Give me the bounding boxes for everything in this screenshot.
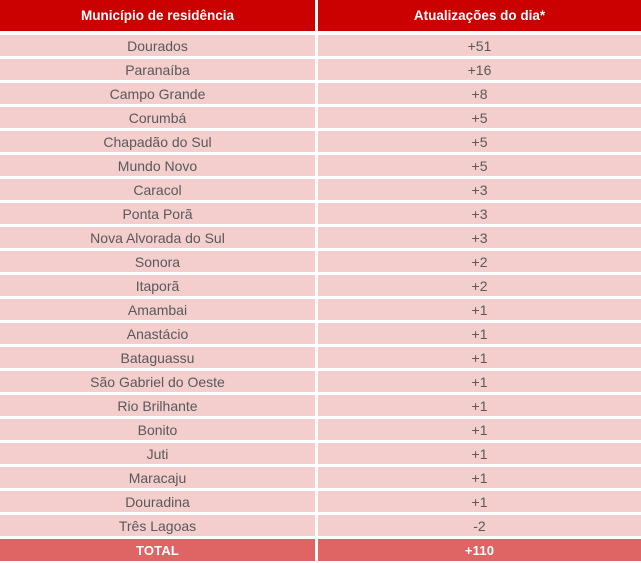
updates-cell: +1	[318, 371, 641, 392]
municipality-cell: Ponta Porã	[0, 203, 315, 224]
table-row: Corumbá +5	[0, 107, 641, 128]
table-row: Bonito +1	[0, 419, 641, 440]
column-header-atualizacoes: Atualizações do dia*	[318, 0, 641, 31]
table-row: Três Lagoas -2	[0, 515, 641, 536]
municipality-cell: Campo Grande	[0, 83, 315, 104]
updates-cell: +1	[318, 323, 641, 344]
updates-cell: +1	[318, 491, 641, 512]
municipality-cell: Chapadão do Sul	[0, 131, 315, 152]
updates-cell: +3	[318, 227, 641, 248]
municipality-cell: Bataguassu	[0, 347, 315, 368]
municipality-cell: Caracol	[0, 179, 315, 200]
updates-cell: +2	[318, 275, 641, 296]
table-total-row: TOTAL +110	[0, 539, 641, 561]
municipality-cell: Nova Alvorada do Sul	[0, 227, 315, 248]
table-row: Campo Grande +8	[0, 83, 641, 104]
municipality-cell: Sonora	[0, 251, 315, 272]
table-row: Dourados +51	[0, 35, 641, 56]
table-row: Juti +1	[0, 443, 641, 464]
updates-cell: -2	[318, 515, 641, 536]
municipality-cell: Corumbá	[0, 107, 315, 128]
table-row: Paranaíba +16	[0, 59, 641, 80]
municipality-cell: Amambai	[0, 299, 315, 320]
table-row: São Gabriel do Oeste +1	[0, 371, 641, 392]
updates-cell: +1	[318, 347, 641, 368]
table-header-row: Município de residência Atualizações do …	[0, 0, 641, 31]
table-row: Bataguassu +1	[0, 347, 641, 368]
municipality-cell: Mundo Novo	[0, 155, 315, 176]
municipality-cell: Anastácio	[0, 323, 315, 344]
table-row: Anastácio +1	[0, 323, 641, 344]
updates-cell: +1	[318, 419, 641, 440]
table-row: Amambai +1	[0, 299, 641, 320]
column-header-municipio: Município de residência	[0, 0, 315, 31]
table-row: Chapadão do Sul +5	[0, 131, 641, 152]
municipality-cell: Juti	[0, 443, 315, 464]
table-row: Sonora +2	[0, 251, 641, 272]
updates-cell: +5	[318, 155, 641, 176]
municipality-cell: Maracaju	[0, 467, 315, 488]
table-row: Nova Alvorada do Sul +3	[0, 227, 641, 248]
table-row: Itaporã +2	[0, 275, 641, 296]
updates-cell: +16	[318, 59, 641, 80]
updates-cell: +1	[318, 443, 641, 464]
municipality-cell: Dourados	[0, 35, 315, 56]
table-body: Dourados +51 Paranaíba +16 Campo Grande +8 Cor…	[0, 35, 641, 539]
updates-cell: +2	[318, 251, 641, 272]
table-row: Maracaju +1	[0, 467, 641, 488]
table-row: Ponta Porã +3	[0, 203, 641, 224]
municipality-cell: Rio Brilhante	[0, 395, 315, 416]
municipality-cell: Douradina	[0, 491, 315, 512]
table-row: Caracol +3	[0, 179, 641, 200]
municipality-cell: Três Lagoas	[0, 515, 315, 536]
updates-cell: +8	[318, 83, 641, 104]
updates-cell: +1	[318, 467, 641, 488]
updates-cell: +3	[318, 203, 641, 224]
municipality-cell: Itaporã	[0, 275, 315, 296]
total-label: TOTAL	[0, 539, 315, 561]
updates-cell: +5	[318, 107, 641, 128]
table-row: Rio Brilhante +1	[0, 395, 641, 416]
municipality-cell: Paranaíba	[0, 59, 315, 80]
table-row: Douradina +1	[0, 491, 641, 512]
municipality-cell: São Gabriel do Oeste	[0, 371, 315, 392]
table-row: Mundo Novo +5	[0, 155, 641, 176]
updates-cell: +1	[318, 395, 641, 416]
updates-cell: +51	[318, 35, 641, 56]
updates-cell: +5	[318, 131, 641, 152]
updates-cell: +1	[318, 299, 641, 320]
total-value: +110	[318, 539, 641, 561]
updates-cell: +3	[318, 179, 641, 200]
municipality-cell: Bonito	[0, 419, 315, 440]
